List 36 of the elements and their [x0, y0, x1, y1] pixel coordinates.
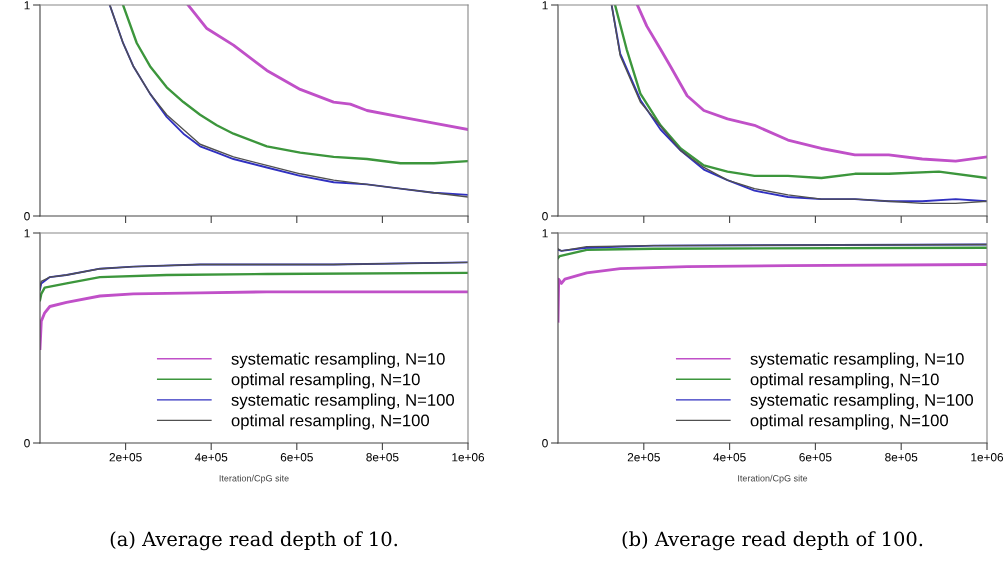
x-tick-label: 8e+05 — [885, 453, 918, 462]
x-tick-label: 1e+06 — [452, 453, 485, 462]
x-tick-label: 4e+05 — [713, 453, 746, 462]
x-tick-label: 2e+05 — [109, 453, 142, 462]
x-tick-label: 6e+05 — [799, 453, 832, 462]
line-series — [186, 5, 468, 131]
y-tick-label: 0 — [24, 212, 30, 221]
legend-label: optimal resampling, N=10 — [231, 373, 420, 389]
x-axis-title: Iteration/CpG site — [738, 474, 808, 484]
y-tick-label: 0 — [24, 439, 30, 448]
y-tick-label: 0 — [542, 439, 548, 448]
y-tick-label: 1 — [542, 1, 548, 10]
x-tick-label: 6e+05 — [280, 453, 313, 462]
y-tick-label: 1 — [24, 229, 30, 238]
legend-label: systematic resampling, N=10 — [750, 352, 964, 369]
line-series — [635, 5, 987, 163]
legend-label: optimal resampling, N=10 — [750, 373, 939, 389]
legend-label: optimal resampling, N=100 — [231, 414, 430, 430]
line-series — [40, 271, 468, 302]
text: (a) Average read depth of 10. — [110, 531, 398, 551]
x-tick-label: 2e+05 — [627, 453, 660, 462]
legend-label: systematic resampling, N=100 — [231, 393, 455, 410]
line-series — [40, 290, 468, 350]
line-series — [121, 5, 468, 165]
legend-label: systematic resampling, N=100 — [750, 393, 974, 410]
x-tick-label: 1e+06 — [971, 453, 1004, 462]
y-tick-label: 1 — [24, 1, 30, 10]
y-tick-label: 1 — [542, 229, 548, 238]
y-tick-label: 0 — [542, 212, 548, 221]
x-axis-title: Iteration/CpG site — [219, 474, 289, 484]
line-series — [558, 246, 987, 260]
x-tick-label: 8e+05 — [366, 453, 399, 462]
text: (b) Average read depth of 100. — [622, 531, 923, 551]
legend-label: systematic resampling, N=10 — [231, 352, 445, 369]
legend-label: optimal resampling, N=100 — [750, 414, 949, 430]
x-tick-label: 4e+05 — [194, 453, 228, 462]
